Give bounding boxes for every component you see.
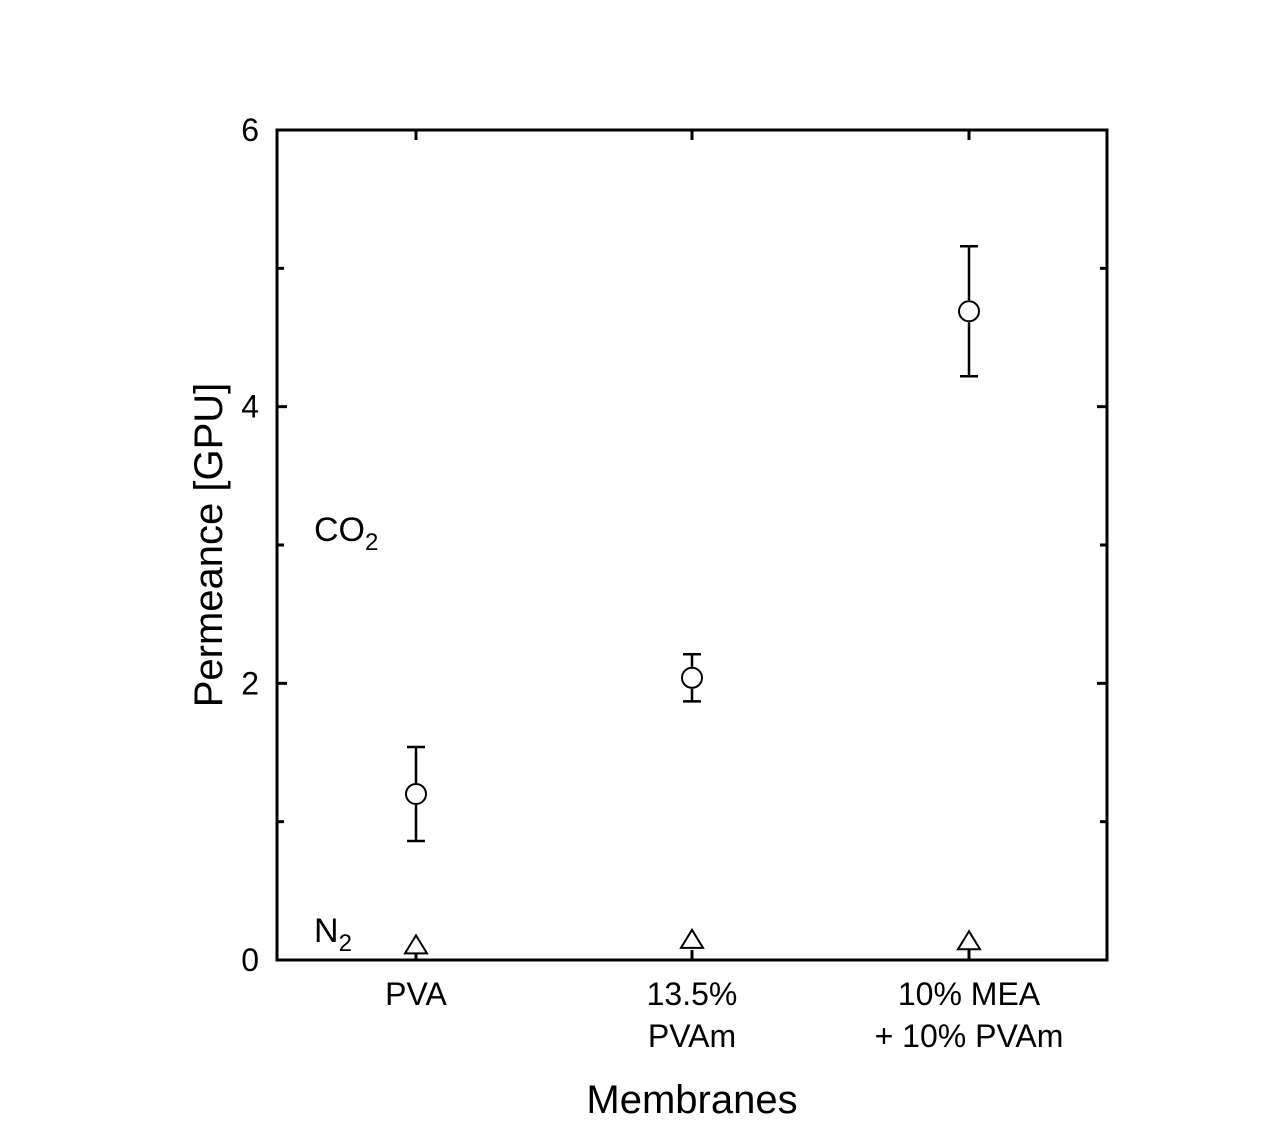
x-category-label-line: PVA (385, 976, 447, 1012)
x-axis-ticks (414, 130, 971, 960)
n2-annotation-main: N (314, 912, 339, 950)
x-axis-tick-labels: PVA 13.5% PVAm 10% MEA + 10% PVAm (385, 976, 1063, 1054)
data-point-circle (681, 666, 703, 689)
x-category-label-line: PVAm (648, 1018, 736, 1054)
data-point-circle (405, 783, 427, 805)
y-tick-label: 6 (241, 112, 259, 148)
plot-frame (275, 128, 1109, 962)
x-category-label-line: 13.5% (647, 976, 738, 1012)
series-n2 (403, 927, 982, 955)
co2-annotation-main: CO (314, 511, 365, 549)
x-category-label-line: 10% MEA (898, 976, 1041, 1012)
n2-annotation-sub: 2 (339, 930, 352, 957)
data-point-triangle (956, 929, 982, 951)
data-point-triangle (403, 933, 429, 955)
x-category-label: 10% MEA + 10% PVAm (875, 976, 1064, 1054)
x-axis-title: Membranes (586, 1078, 797, 1122)
y-axis-tick-labels: 0 2 4 6 (241, 112, 259, 978)
x-category-label-line: + 10% PVAm (875, 1018, 1064, 1054)
n2-annotation: N2 (314, 912, 352, 957)
x-category-label: 13.5% PVAm (647, 976, 738, 1054)
series-layer (403, 244, 982, 955)
co2-annotation-sub: 2 (365, 529, 378, 556)
series-co2 (405, 244, 980, 843)
co2-annotation: CO2 (314, 511, 378, 556)
y-axis-title: Permeance [GPU] (187, 383, 231, 708)
data-point-triangle (679, 927, 705, 949)
x-category-label: PVA (385, 976, 447, 1012)
y-tick-label: 2 (241, 665, 259, 701)
data-point-circle (958, 300, 980, 323)
y-tick-label: 0 (241, 942, 259, 978)
y-tick-label: 4 (241, 389, 259, 425)
y-axis-ticks (277, 128, 1107, 962)
